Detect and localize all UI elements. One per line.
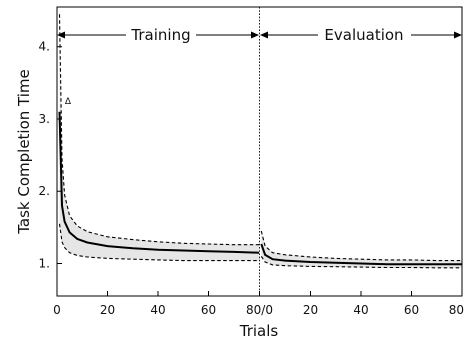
y-tick-label-3: 4.: [39, 40, 50, 54]
y-tick-label-0: 1.: [39, 256, 50, 270]
band-0: [59, 14, 259, 261]
series-line-layer: [58, 14, 462, 269]
x-tick-label-7: 60: [404, 303, 419, 317]
y-axis-title: Task Completion Time: [15, 69, 33, 235]
x-tick-label-2: 40: [150, 303, 165, 317]
phase-label-evaluation: Evaluation: [324, 26, 403, 44]
lower-bound-line-1: [260, 255, 462, 269]
lower-bound-line-0: [58, 223, 259, 262]
training-arrow: [57, 31, 259, 39]
mean-line-0: [58, 111, 260, 254]
x-tick-label-5: 20: [303, 303, 318, 317]
mean-line-1: [260, 243, 462, 266]
y-tick-label-2: 3.: [39, 112, 50, 126]
x-tick-label-6: 40: [353, 303, 368, 317]
x-tick-label-3: 60: [201, 303, 216, 317]
band-1: [261, 231, 462, 268]
delta-annotation: Δ: [65, 97, 72, 107]
phase-label-training: Training: [130, 26, 190, 44]
upper-bound-line-0: [58, 14, 259, 246]
x-tick-label-0: 0: [53, 303, 61, 317]
x-axis-title: Trials: [239, 322, 279, 340]
x-tick-label-8: 80: [449, 303, 464, 317]
x-tick-label-1: 20: [100, 303, 115, 317]
evaluation-arrow: [260, 31, 462, 39]
y-tick-label-1: 2.: [39, 184, 50, 198]
confidence-band-layer: [59, 14, 462, 268]
tick-layer: 1. 2. 3. 4. 0 20 40 60 80/0 20 40 60 80: [39, 40, 464, 317]
x-tick-label-4: 80/0: [246, 303, 273, 317]
